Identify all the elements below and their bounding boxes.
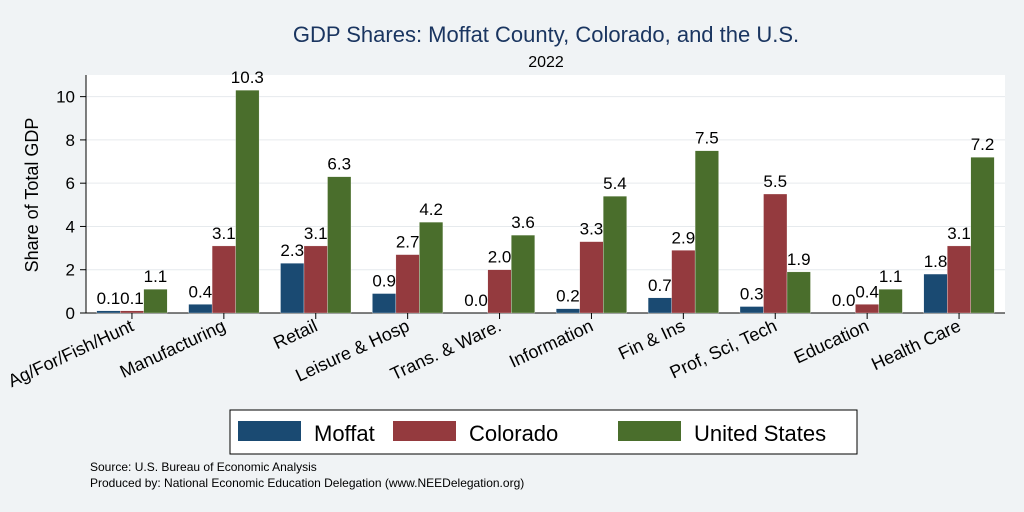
bar — [487, 269, 512, 314]
data-label: 3.3 — [580, 220, 604, 239]
y-tick-label: 6 — [66, 174, 75, 193]
bar — [143, 289, 168, 314]
y-tick-label: 4 — [66, 217, 75, 236]
legend-swatch — [393, 421, 456, 441]
chart-subtitle: 2022 — [528, 54, 564, 71]
data-label: 5.5 — [763, 172, 787, 191]
data-label: 7.5 — [695, 129, 719, 148]
bar — [120, 310, 144, 314]
data-label: 5.4 — [603, 174, 627, 193]
x-tick-label: Ag/For/Fish/Hunt — [5, 315, 137, 391]
data-label: 2.7 — [396, 233, 420, 252]
produced-by-note: Produced by: National Economic Education… — [90, 476, 524, 490]
bar — [970, 157, 995, 314]
data-label: 3.1 — [947, 224, 971, 243]
bar — [188, 304, 213, 314]
data-label: 0.2 — [556, 287, 580, 306]
x-tick-label: Health Care — [868, 315, 964, 374]
y-tick-label: 10 — [56, 88, 75, 107]
y-tick-label: 8 — [66, 131, 75, 150]
legend-label: Colorado — [469, 421, 558, 446]
data-label: 3.1 — [304, 224, 328, 243]
bar — [511, 234, 535, 314]
bar — [211, 245, 236, 314]
data-label: 10.3 — [231, 68, 264, 87]
bar — [395, 254, 420, 314]
data-label: 0.1 — [97, 289, 121, 308]
bar — [235, 89, 260, 314]
data-label: 0.7 — [648, 276, 672, 295]
data-label: 0.3 — [740, 285, 764, 304]
data-label: 2.9 — [672, 228, 696, 247]
bar — [694, 150, 719, 314]
y-tick-label: 2 — [66, 261, 75, 280]
data-label: 0.4 — [855, 282, 879, 301]
data-label: 1.1 — [144, 267, 168, 286]
legend: Moffat Colorado United States — [229, 409, 858, 455]
bar — [647, 297, 672, 314]
bar — [603, 196, 627, 314]
data-label: 3.1 — [212, 224, 236, 243]
data-label: 1.1 — [879, 267, 903, 286]
data-label: 4.2 — [419, 200, 443, 219]
bar — [419, 221, 444, 314]
chart-title: GDP Shares: Moffat County, Colorado, and… — [293, 22, 799, 47]
data-label: 7.2 — [971, 135, 995, 154]
data-label: 0.0 — [832, 291, 856, 310]
legend-box — [229, 409, 858, 455]
bar — [303, 245, 328, 314]
bar — [855, 304, 880, 314]
bar — [96, 310, 121, 314]
bar — [923, 273, 948, 314]
bar — [739, 306, 764, 314]
bar — [763, 193, 788, 314]
bar — [579, 241, 604, 314]
bar — [947, 245, 971, 314]
bar — [786, 271, 811, 314]
bar — [372, 293, 397, 314]
bar — [556, 308, 580, 314]
data-label: 3.6 — [511, 213, 535, 232]
data-label: 2.3 — [280, 241, 304, 260]
legend-swatch — [618, 421, 681, 441]
data-label: 2.0 — [488, 248, 512, 267]
y-axis-label: Share of Total GDP — [22, 118, 42, 273]
legend-label: United States — [694, 421, 826, 446]
x-tick-label: Retail — [270, 315, 320, 353]
y-tick-label: 0 — [66, 304, 75, 323]
bar — [327, 176, 352, 314]
legend-label: Moffat — [314, 421, 375, 446]
x-tick-label: Fin & Ins — [615, 315, 688, 363]
data-label: 0.1 — [120, 289, 144, 308]
bar — [878, 289, 903, 314]
x-tick-label: Information — [506, 315, 596, 371]
data-label: 6.3 — [327, 155, 351, 174]
data-label: 0.4 — [189, 282, 213, 301]
data-label: 0.9 — [372, 272, 396, 291]
bar — [280, 263, 305, 314]
x-tick-label: Manufacturing — [117, 315, 229, 381]
data-label: 1.9 — [787, 250, 811, 269]
bar — [671, 250, 696, 314]
data-label: 0.0 — [464, 291, 488, 310]
x-tick-label: Education — [791, 315, 872, 367]
source-note: Source: U.S. Bureau of Economic Analysis — [90, 460, 317, 474]
data-label: 1.8 — [924, 252, 948, 271]
legend-swatch — [238, 421, 301, 441]
